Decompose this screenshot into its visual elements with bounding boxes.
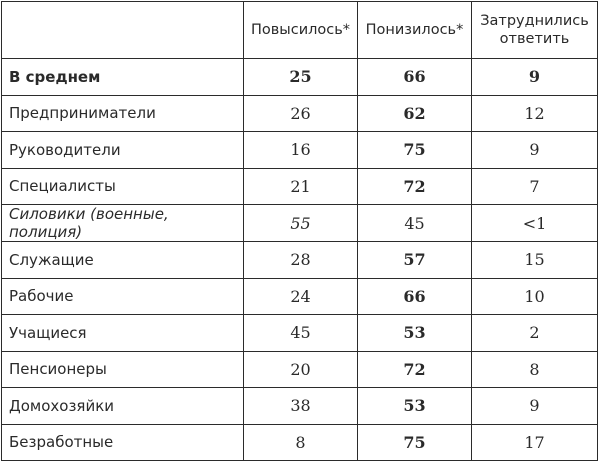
table-row: Домохозяйки 38 53 9 [1, 387, 598, 425]
cell-hard-to-answer: 10 [471, 277, 598, 315]
cell-increased: 21 [243, 167, 358, 205]
table-row: Предприниматели 26 62 12 [1, 94, 598, 132]
cell-increased: 8 [243, 423, 358, 461]
table-row: В среднем 25 66 9 [1, 58, 598, 96]
row-label: Силовики (военные, полиция) [1, 204, 244, 242]
cell-increased: 45 [243, 314, 358, 352]
cell-hard-to-answer: 8 [471, 350, 598, 388]
table-header-row: Повысилось* Понизилось* Затруднились отв… [1, 1, 598, 59]
cell-decreased: 66 [357, 58, 472, 96]
cell-increased: 28 [243, 241, 358, 279]
table-row: Безработные 8 75 17 [1, 423, 598, 461]
row-label: Безработные [1, 423, 244, 461]
table-row: Пенсионеры 20 72 8 [1, 350, 598, 388]
row-label: Специалисты [1, 167, 244, 205]
table-row: Руководители 16 75 9 [1, 131, 598, 169]
cell-decreased: 66 [357, 277, 472, 315]
cell-hard-to-answer: <1 [471, 204, 598, 242]
cell-hard-to-answer: 9 [471, 58, 598, 96]
table-row: Специалисты 21 72 7 [1, 167, 598, 205]
header-hard-to-answer: Затруднились ответить [471, 1, 598, 59]
cell-decreased: 75 [357, 423, 472, 461]
cell-hard-to-answer: 9 [471, 387, 598, 425]
cell-decreased: 53 [357, 314, 472, 352]
cell-hard-to-answer: 9 [471, 131, 598, 169]
cell-hard-to-answer: 15 [471, 241, 598, 279]
table-body: В среднем 25 66 9 Предприниматели 26 62 12 Руков… [1, 58, 598, 461]
cell-hard-to-answer: 17 [471, 423, 598, 461]
cell-decreased: 62 [357, 94, 472, 132]
row-label: Пенсионеры [1, 350, 244, 388]
cell-increased: 26 [243, 94, 358, 132]
header-increased: Повысилось* [243, 1, 358, 59]
row-label: Служащие [1, 241, 244, 279]
cell-increased: 38 [243, 387, 358, 425]
cell-increased: 55 [243, 204, 358, 242]
row-label: В среднем [1, 58, 244, 96]
header-blank [1, 1, 244, 59]
row-label: Учащиеся [1, 314, 244, 352]
row-label: Руководители [1, 131, 244, 169]
cell-hard-to-answer: 2 [471, 314, 598, 352]
cell-increased: 24 [243, 277, 358, 315]
row-label: Предприниматели [1, 94, 244, 132]
cell-decreased: 45 [357, 204, 472, 242]
table-row: Рабочие 24 66 10 [1, 277, 598, 315]
header-decreased: Понизилось* [357, 1, 472, 59]
cell-increased: 25 [243, 58, 358, 96]
table-row: Силовики (военные, полиция) 55 45 <1 [1, 204, 598, 242]
cell-decreased: 57 [357, 241, 472, 279]
cell-increased: 20 [243, 350, 358, 388]
row-label: Домохозяйки [1, 387, 244, 425]
table-row: Служащие 28 57 15 [1, 241, 598, 279]
cell-decreased: 72 [357, 167, 472, 205]
table-row: Учащиеся 45 53 2 [1, 314, 598, 352]
row-label: Рабочие [1, 277, 244, 315]
cell-hard-to-answer: 7 [471, 167, 598, 205]
cell-decreased: 75 [357, 131, 472, 169]
cell-decreased: 72 [357, 350, 472, 388]
cell-decreased: 53 [357, 387, 472, 425]
cell-increased: 16 [243, 131, 358, 169]
cell-hard-to-answer: 12 [471, 94, 598, 132]
